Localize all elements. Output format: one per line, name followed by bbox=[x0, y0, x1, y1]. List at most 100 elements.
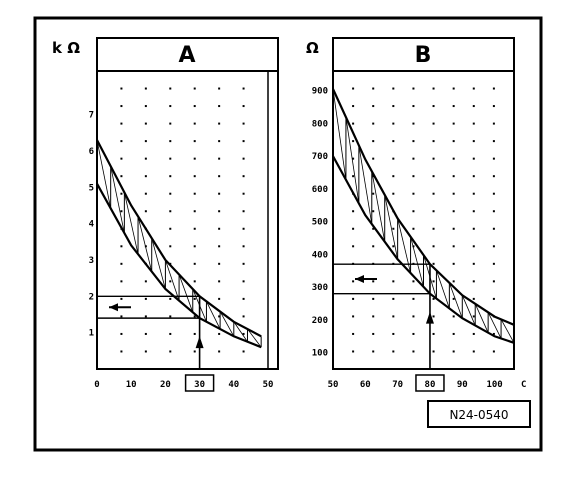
grid-dot bbox=[432, 105, 435, 108]
hatch-diagonal bbox=[178, 274, 194, 313]
reference-box bbox=[427, 400, 531, 428]
grid-dot bbox=[372, 105, 375, 108]
hatch-diagonal bbox=[206, 301, 221, 330]
y-tick-label: 900 bbox=[312, 87, 328, 97]
grid-dot bbox=[432, 280, 435, 283]
reading-up-arrow bbox=[195, 336, 204, 349]
grid-dot bbox=[412, 297, 415, 300]
hatch-diagonal bbox=[332, 88, 347, 180]
x-tick-label: 100 bbox=[486, 380, 502, 390]
grid-dot bbox=[169, 280, 172, 283]
panel-a-unit: k Ω bbox=[52, 39, 80, 57]
x-tick-label: 30 bbox=[194, 380, 205, 390]
y-tick-label: 400 bbox=[312, 250, 328, 260]
grid-dot bbox=[452, 280, 455, 283]
grid-dot bbox=[218, 210, 221, 213]
grid-dot bbox=[120, 315, 123, 318]
grid-dot bbox=[193, 350, 196, 353]
lower-limit-curve bbox=[96, 183, 262, 349]
grid-dot bbox=[472, 105, 475, 108]
hatch-diagonal bbox=[384, 194, 399, 260]
upper-limit-curve bbox=[332, 88, 515, 326]
grid-dot bbox=[452, 332, 455, 335]
grid-dot bbox=[372, 245, 375, 248]
grid-dot bbox=[242, 350, 245, 353]
grid-dot bbox=[472, 87, 475, 90]
grid-dot bbox=[144, 297, 147, 300]
grid-dot bbox=[352, 315, 355, 318]
grid-dot bbox=[492, 192, 495, 195]
grid-dot bbox=[218, 87, 221, 90]
grid-dot bbox=[242, 332, 245, 335]
grid-dot bbox=[412, 140, 415, 143]
grid-dot bbox=[352, 175, 355, 178]
grid-dot bbox=[169, 315, 172, 318]
grid-dot bbox=[120, 210, 123, 213]
grid-dot bbox=[432, 315, 435, 318]
grid-dot bbox=[144, 87, 147, 90]
grid-dot bbox=[242, 227, 245, 230]
grid-dot bbox=[352, 280, 355, 283]
grid-dot bbox=[144, 210, 147, 213]
grid-dot bbox=[412, 210, 415, 213]
grid-dot bbox=[432, 157, 435, 160]
grid-dot bbox=[412, 227, 415, 230]
grid-dot bbox=[392, 350, 395, 353]
grid-dot bbox=[352, 210, 355, 213]
grid-dot bbox=[193, 175, 196, 178]
lower-limit-curve bbox=[332, 155, 515, 344]
grid-dot bbox=[169, 227, 172, 230]
grid-dot bbox=[492, 157, 495, 160]
grid-dot bbox=[352, 157, 355, 160]
grid-dot bbox=[432, 175, 435, 178]
grid-dot bbox=[120, 332, 123, 335]
grid-dot bbox=[193, 192, 196, 195]
grid-dot bbox=[218, 140, 221, 143]
grid-dot bbox=[452, 227, 455, 230]
grid-dot bbox=[144, 140, 147, 143]
panel-a-tolerance-band bbox=[96, 139, 262, 349]
grid-dot bbox=[352, 140, 355, 143]
grid-dot bbox=[193, 227, 196, 230]
hatch-diagonal bbox=[96, 139, 112, 209]
grid-dot bbox=[492, 210, 495, 213]
grid-dot bbox=[242, 245, 245, 248]
y-tick-label: 5 bbox=[89, 183, 94, 193]
grid-dot bbox=[392, 87, 395, 90]
panel-a: A k Ω 1 2 3 4 5 6 7 0 10 20 30 40 50 bbox=[52, 37, 279, 392]
grid-dot bbox=[392, 175, 395, 178]
grid-dot bbox=[372, 210, 375, 213]
grid-dot bbox=[372, 192, 375, 195]
grid-dot bbox=[392, 157, 395, 160]
hatch-diagonal bbox=[165, 259, 180, 301]
grid-dot bbox=[242, 280, 245, 283]
x-tick-label: 50 bbox=[328, 380, 339, 390]
grid-dot bbox=[472, 350, 475, 353]
grid-dot bbox=[169, 175, 172, 178]
grid-dot bbox=[352, 87, 355, 90]
grid-dot bbox=[242, 122, 245, 125]
grid-dot bbox=[218, 332, 221, 335]
grid-dot bbox=[193, 315, 196, 318]
grid-dot bbox=[412, 175, 415, 178]
panel-a-plot-frame bbox=[96, 70, 279, 370]
upper-limit-curve bbox=[96, 139, 262, 338]
y-tick-label: 800 bbox=[312, 119, 328, 129]
grid-dot bbox=[472, 122, 475, 125]
grid-dot bbox=[392, 105, 395, 108]
grid-dot bbox=[492, 245, 495, 248]
y-tick-label: 700 bbox=[312, 152, 328, 162]
grid-dot bbox=[492, 262, 495, 265]
y-tick-label: 200 bbox=[312, 316, 328, 326]
grid-dot bbox=[144, 122, 147, 125]
grid-dot bbox=[120, 297, 123, 300]
grid-dot bbox=[492, 87, 495, 90]
grid-dot bbox=[492, 280, 495, 283]
grid-dot bbox=[144, 105, 147, 108]
grid-dot bbox=[372, 175, 375, 178]
grid-dot bbox=[144, 350, 147, 353]
panel-b-title: B bbox=[415, 43, 432, 68]
grid-dot bbox=[193, 280, 196, 283]
highlighted-x-tick-box bbox=[415, 374, 445, 392]
